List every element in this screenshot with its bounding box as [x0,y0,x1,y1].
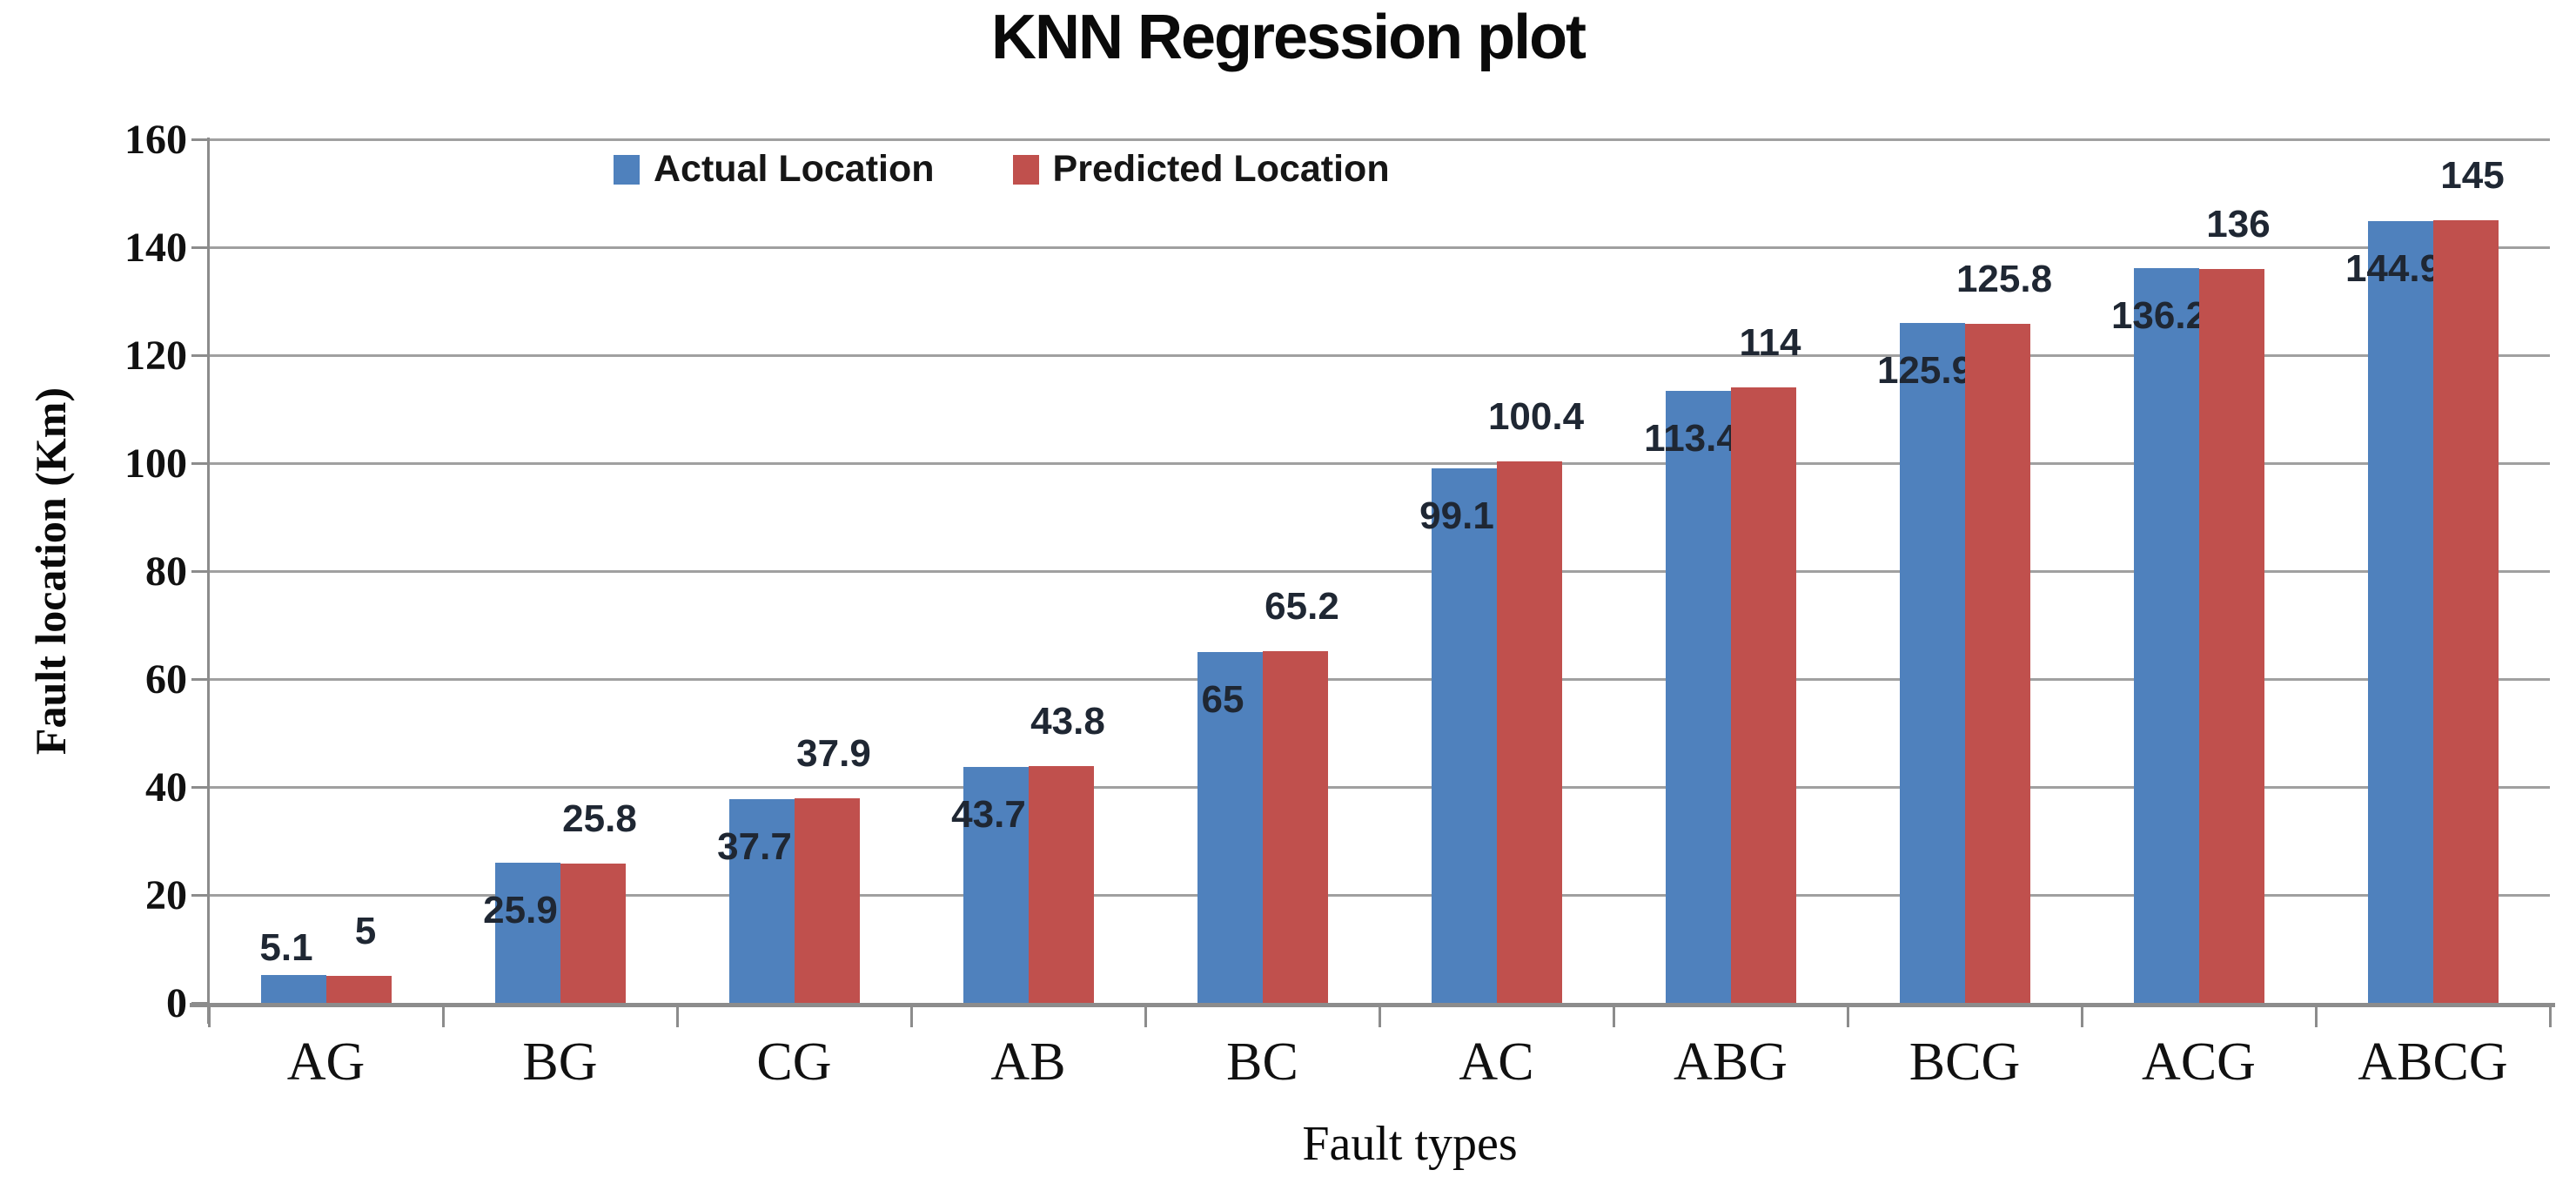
gridline [209,570,2550,573]
x-tick-label-bc: BC [1226,1032,1298,1092]
x-tick-label-ag: AG [286,1032,366,1092]
y-tick-label: 140 [124,225,187,271]
legend: Actual Location Predicted Location [614,148,1390,191]
gridline [209,354,2550,357]
bar-actual-location-bg [494,863,560,1003]
data-label-actual-location-abg: 113.4 [1644,416,1738,460]
gridline [209,786,2550,789]
y-tick-label: 20 [145,872,187,918]
bar-predicted-location-bcg [1964,324,2030,1003]
y-axis-line [207,138,210,1024]
data-label-predicted-location-acg: 136 [2206,202,2271,245]
y-tick-label: 40 [145,764,187,810]
x-tick-label-abcg: ABCG [2358,1032,2508,1092]
data-label-actual-location-ab: 43.7 [951,793,1026,837]
data-label-predicted-location-bcg: 125.8 [1955,258,2053,301]
x-tick [910,1006,913,1027]
y-tick [191,786,209,789]
gridline [209,138,2550,141]
gridline [209,462,2550,465]
bar-actual-location-ab [963,767,1029,1003]
data-label-predicted-location-ag: 5 [354,910,377,952]
x-tick [442,1006,445,1027]
bar-actual-location-abg [1665,390,1731,1003]
legend-item-predicted-location: Predicted Location [1012,148,1390,191]
data-label-actual-location-acg: 136.2 [2110,293,2208,337]
data-label-predicted-location-cg: 37.9 [796,732,871,776]
x-tick [1847,1006,1849,1027]
x-tick-label-bg: BG [522,1032,598,1092]
bar-predicted-location-bc [1262,650,1328,1003]
y-tick [191,894,209,897]
x-tick [2315,1006,2318,1027]
y-tick-label: 60 [145,656,187,703]
data-label-actual-location-ac: 99.1 [1419,494,1494,537]
chart-title: KNN Regression plot [990,3,1587,72]
data-label-actual-location-abcg: 144.9 [2345,246,2442,290]
bar-actual-location-bc [1197,652,1263,1003]
y-tick [191,570,209,573]
data-label-predicted-location-bg: 25.8 [562,797,637,841]
y-tick [191,678,209,681]
x-tick [1613,1006,1615,1027]
x-tick [208,1006,211,1027]
data-label-actual-location-cg: 37.7 [717,825,792,869]
gridline [209,894,2550,897]
data-label-actual-location-bc: 65 [1201,678,1244,721]
bar-predicted-location-acg [2198,268,2264,1003]
bar-predicted-location-abg [1730,387,1796,1003]
legend-label-predicted-location: Predicted Location [1052,148,1390,190]
x-axis-line [190,1003,2555,1007]
x-tick-label-cg: CG [756,1032,832,1092]
x-tick-label-abg: ABG [1674,1032,1788,1092]
y-tick [191,462,209,465]
x-tick [2549,1006,2552,1027]
bar-actual-location-ac [1431,467,1497,1003]
data-label-actual-location-bcg: 125.9 [1876,349,1974,393]
data-label-predicted-location-bc: 65.2 [1265,584,1339,628]
data-label-actual-location-ag: 5.1 [259,926,313,970]
legend-swatch-actual-location [614,154,640,185]
bar-actual-location-acg [2133,267,2199,1003]
data-label-predicted-location-ac: 100.4 [1487,394,1585,438]
bar-predicted-location-ag [325,976,392,1003]
gridline [209,246,2550,249]
x-tick [1379,1006,1381,1027]
y-tick-label: 80 [145,548,187,595]
x-tick [1144,1006,1147,1027]
bar-predicted-location-cg [794,798,860,1003]
x-tick-label-acg: ACG [2142,1032,2256,1092]
y-tick-label: 0 [166,980,187,1026]
legend-label-actual-location: Actual Location [654,148,935,190]
bar-predicted-location-abcg [2432,220,2499,1003]
bar-actual-location-cg [728,799,795,1003]
data-label-predicted-location-abg: 114 [1739,321,1801,365]
legend-item-actual-location: Actual Location [614,148,935,191]
bar-predicted-location-ac [1496,461,1562,1003]
y-tick [191,354,209,357]
gridline [209,678,2550,681]
data-label-predicted-location-abcg: 145 [2440,154,2505,197]
bar-predicted-location-ab [1028,766,1094,1003]
x-tick [676,1006,679,1027]
x-tick-label-bcg: BCG [1909,1032,2021,1092]
y-tick-label: 120 [124,333,187,379]
data-label-predicted-location-ab: 43.8 [1030,700,1105,743]
y-tick-label: 100 [124,440,187,487]
x-tick-label-ac: AC [1459,1032,1534,1092]
x-tick [2081,1006,2083,1027]
bar-actual-location-ag [260,975,326,1003]
y-tick-label: 160 [124,117,187,163]
bar-actual-location-abcg [2367,220,2433,1003]
y-tick [191,138,209,141]
x-axis-title: Fault types [1302,1117,1518,1171]
bar-predicted-location-bg [560,864,626,1003]
bar-actual-location-bcg [1899,323,1965,1003]
y-tick [191,246,209,249]
x-tick-label-ab: AB [990,1032,1066,1092]
data-label-actual-location-bg: 25.9 [483,889,558,932]
legend-swatch-predicted-location [1012,154,1039,185]
